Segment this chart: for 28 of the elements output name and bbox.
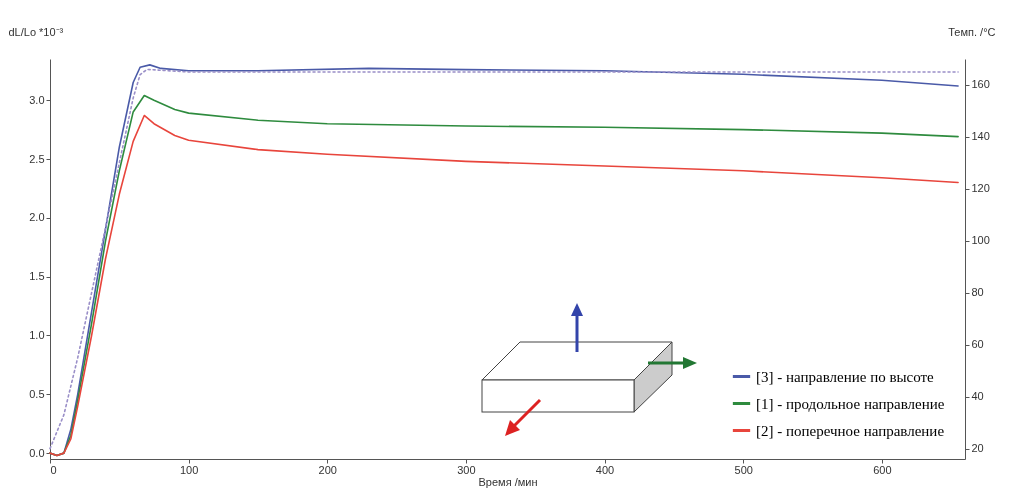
x-tick-label: 500 bbox=[734, 463, 753, 476]
legend-label: [2] - поперечное направление bbox=[756, 422, 945, 439]
y2-tick-label: 100 bbox=[971, 234, 990, 247]
y-tick-label: 3.0 bbox=[29, 93, 45, 106]
legend-label: [3] - направление по высоте bbox=[756, 368, 935, 385]
x-tick-label: 100 bbox=[179, 463, 199, 476]
y-tick-label: 2.0 bbox=[29, 211, 45, 224]
y-tick-label: 1.0 bbox=[29, 328, 45, 341]
y2-axis-title: Темп. /°C bbox=[948, 25, 996, 38]
y2-tick-label: 140 bbox=[971, 130, 990, 143]
x-tick-label: 300 bbox=[457, 463, 476, 476]
y2-tick-label: 60 bbox=[971, 338, 984, 351]
y-tick-label: 0.5 bbox=[29, 387, 45, 400]
y-axis-title: dL/Lo *10⁻³ bbox=[8, 25, 64, 38]
x-tick-label: 400 bbox=[595, 463, 615, 476]
y-tick-label: 0.0 bbox=[29, 446, 45, 459]
x-axis-title: Время /мин bbox=[478, 475, 538, 488]
y2-tick-label: 80 bbox=[971, 286, 984, 299]
x-tick-label: 0 bbox=[50, 463, 57, 476]
y-tick-label: 1.5 bbox=[29, 270, 45, 283]
x-tick-label: 200 bbox=[318, 463, 337, 476]
y-tick-label: 2.5 bbox=[29, 152, 45, 165]
legend-label: [1] - продольное направление bbox=[756, 395, 945, 412]
y2-tick-label: 20 bbox=[971, 442, 984, 455]
y2-tick-label: 120 bbox=[971, 182, 990, 195]
x-tick-label: 600 bbox=[873, 463, 892, 476]
y2-tick-label: 40 bbox=[971, 390, 984, 403]
y2-tick-label: 160 bbox=[971, 78, 990, 91]
